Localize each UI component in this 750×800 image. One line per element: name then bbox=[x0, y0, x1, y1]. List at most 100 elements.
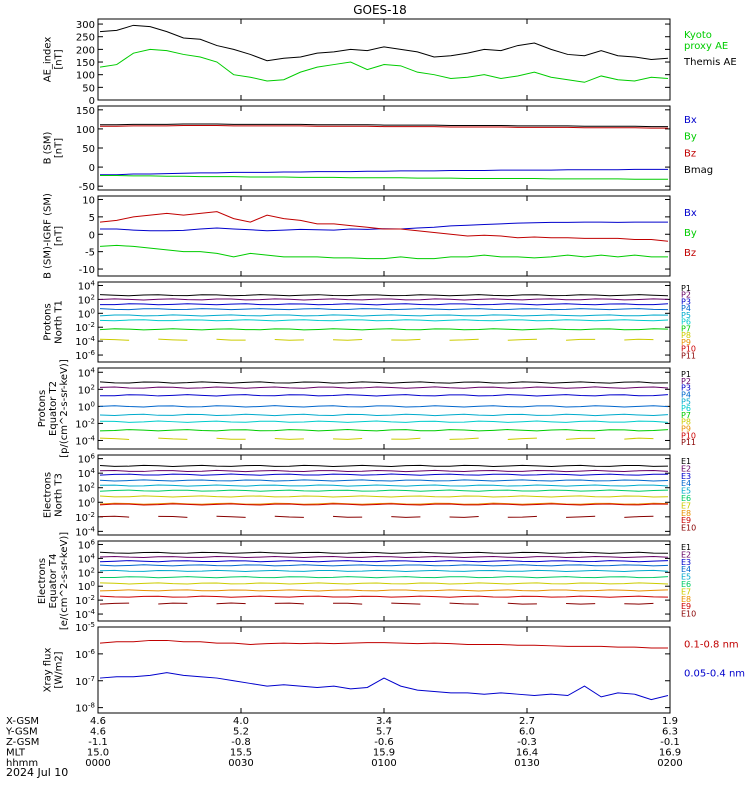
series-line-p7 bbox=[99, 429, 669, 432]
y-tick-label: 10-2 bbox=[75, 321, 95, 334]
series-line-p8 bbox=[507, 338, 537, 341]
panel-5: 104 102 100 10-2 10-4 ProtonsEquator T2[p/(cm… bbox=[37, 359, 696, 458]
series-line-p4 bbox=[99, 308, 669, 311]
series-line-e6 bbox=[99, 489, 669, 492]
bottom-row-value: 16.4 bbox=[516, 748, 538, 759]
series-line-e7 bbox=[99, 495, 669, 498]
series-line-p8 bbox=[216, 437, 246, 440]
series-line-e10 bbox=[449, 516, 479, 518]
y-tick-label: 104 bbox=[78, 279, 96, 292]
series-line-e10 bbox=[158, 602, 188, 605]
bottom-row-value: -0.3 bbox=[517, 737, 537, 748]
bottom-row-value: 15.5 bbox=[230, 748, 252, 759]
series-line-p6 bbox=[99, 420, 669, 423]
series-line-p8 bbox=[391, 338, 421, 341]
y-tick-label: -10 bbox=[79, 265, 95, 276]
legend-entry: Bz bbox=[684, 148, 696, 159]
bottom-row-value: 4.0 bbox=[233, 716, 249, 727]
legend-entry: P10 bbox=[681, 345, 696, 354]
y-tick-label: 50 bbox=[82, 83, 95, 94]
legend-entry: E4 bbox=[681, 479, 691, 488]
series-line-e10 bbox=[391, 516, 421, 518]
bottom-row-value: 2.7 bbox=[519, 716, 535, 727]
legend-entry: P3 bbox=[681, 297, 691, 306]
y-tick-label: 200 bbox=[76, 45, 95, 56]
series-line-e8 bbox=[99, 502, 669, 505]
legend-entry: P2 bbox=[681, 291, 691, 300]
legend-entry: P11 bbox=[681, 351, 696, 360]
legend-entry: P9 bbox=[681, 425, 691, 434]
series-line-themis-ae bbox=[99, 24, 669, 62]
panel-3: 10 5 0 -5 -10 B (SM)-IGRF (SM)[nT] Bx By Bz bbox=[43, 193, 697, 279]
y-tick-label: 102 bbox=[78, 482, 95, 495]
bottom-row-value: -0.8 bbox=[231, 737, 251, 748]
series-line-p5 bbox=[99, 314, 669, 317]
y-tick-label: 0 bbox=[89, 163, 95, 174]
y-tick-label: 10-8 bbox=[75, 702, 95, 715]
y-tick-label: 100 bbox=[78, 307, 95, 320]
series-line-p1 bbox=[99, 381, 669, 384]
bottom-row-label: hhmm bbox=[6, 758, 38, 769]
legend-entry: P1 bbox=[681, 284, 691, 293]
y-axis-label: ElectronsNorth T3 bbox=[43, 472, 65, 518]
legend-entry: E2 bbox=[681, 550, 691, 559]
y-tick-label: 102 bbox=[78, 293, 95, 306]
bottom-row-value: 6.3 bbox=[662, 727, 678, 738]
legend-entry: E8 bbox=[681, 595, 691, 604]
y-tick-label: 10-2 bbox=[75, 417, 95, 430]
legend-entry: P7 bbox=[681, 324, 691, 333]
series-line-e6 bbox=[99, 576, 669, 579]
legend-entry: P6 bbox=[681, 404, 691, 413]
series-line-p3 bbox=[99, 394, 669, 397]
legend-entry: P4 bbox=[681, 390, 691, 399]
bottom-axis-labels: X-GSM 4.6 4.0 3.4 2.7 1.9 Y-GSM 4.6 5.2 5.7 6.0 6.3… bbox=[5, 716, 683, 769]
series-line-e5 bbox=[99, 569, 669, 572]
series-line-e5 bbox=[99, 484, 669, 487]
bottom-row-value: 4.6 bbox=[90, 727, 106, 738]
legend-entry: E7 bbox=[681, 501, 691, 510]
bottom-row-value: 4.6 bbox=[90, 716, 106, 727]
y-tick-label: -5 bbox=[85, 248, 95, 259]
legend-entry: Bmag bbox=[684, 165, 713, 176]
y-tick-label: 100 bbox=[76, 125, 95, 136]
y-tick-label: 10 bbox=[82, 195, 95, 206]
series-line-e7 bbox=[99, 582, 669, 585]
panel-frame bbox=[97, 18, 671, 101]
legend-entry: Kyoto proxy AE bbox=[684, 30, 728, 52]
series-line-e10 bbox=[216, 515, 246, 518]
legend-entry: P7 bbox=[681, 411, 691, 420]
series-line-p6 bbox=[99, 319, 669, 322]
series-line-bz bbox=[99, 211, 669, 242]
series-line-p8 bbox=[566, 338, 596, 341]
legend-entry: Bz bbox=[684, 248, 696, 259]
series-line-e10 bbox=[624, 602, 654, 605]
bottom-row-value: 3.4 bbox=[376, 716, 392, 727]
legend-entry: E7 bbox=[681, 587, 691, 596]
y-axis-label: ElectronsEquator T4[e/(cm^2-s-sr-keV)] bbox=[37, 532, 70, 630]
bottom-row-label: Z-GSM bbox=[6, 737, 39, 748]
y-tick-label: 10-7 bbox=[75, 675, 95, 688]
bottom-row-label: X-GSM bbox=[6, 716, 39, 727]
legend-entry: P5 bbox=[681, 311, 691, 320]
y-tick-label: 150 bbox=[76, 106, 95, 117]
series-line-e2 bbox=[99, 469, 669, 473]
y-tick-label: 50 bbox=[82, 144, 95, 155]
legend-entry: P11 bbox=[681, 438, 696, 447]
series-line-e2 bbox=[99, 555, 669, 559]
y-tick-label: 10-2 bbox=[75, 594, 95, 607]
legend-entry: E1 bbox=[681, 543, 691, 552]
series-line-p8 bbox=[449, 338, 479, 341]
date-label: 2024 Jul 10 bbox=[6, 766, 68, 779]
legend-entry: P2 bbox=[681, 377, 691, 386]
legend-entry: E2 bbox=[681, 464, 691, 473]
series-line-p8 bbox=[333, 438, 363, 440]
bottom-row-value: 0000 bbox=[85, 758, 110, 769]
bottom-row-value: 6.0 bbox=[519, 727, 535, 738]
series-line-e3 bbox=[99, 473, 669, 476]
y-tick-label: 102 bbox=[78, 566, 95, 579]
legend-entry: E9 bbox=[681, 602, 691, 611]
series-line-e9 bbox=[99, 503, 669, 506]
panel-frame bbox=[97, 626, 671, 714]
